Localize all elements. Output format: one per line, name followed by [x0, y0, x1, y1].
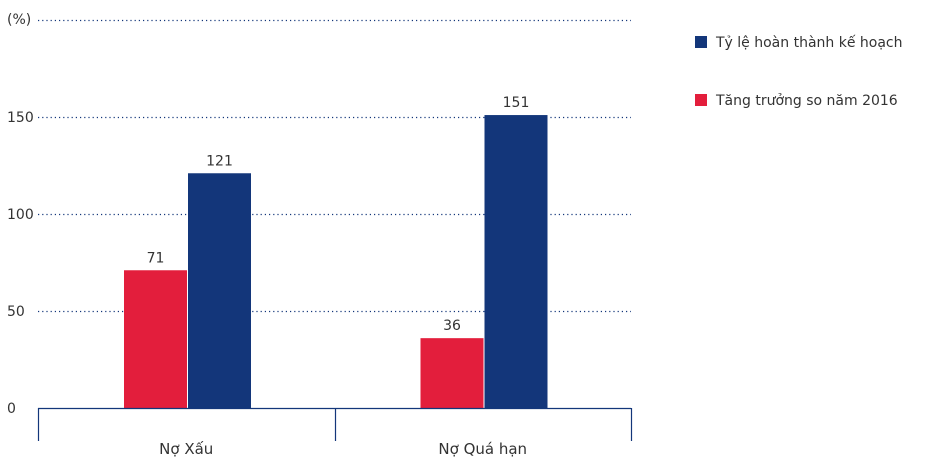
y-axis-ticks: 0 50 100 150	[7, 110, 34, 417]
y-tick-label: 100	[7, 207, 34, 223]
legend-item-growth-2016: Tăng trưởng so năm 2016	[695, 92, 898, 110]
bar	[420, 338, 484, 408]
bar	[484, 115, 548, 408]
legend-label-growth-2016: Tăng trưởng so năm 2016	[716, 93, 898, 109]
y-tick-label: 150	[7, 110, 34, 126]
x-axis-categories: Nợ Xấu Nợ Quá hạn	[159, 440, 527, 458]
data-label: 36	[443, 318, 461, 334]
data-label: 71	[147, 250, 165, 266]
x-category-label: Nợ Xấu	[159, 440, 213, 458]
data-label: 151	[503, 95, 530, 111]
legend-swatch-plan-completion	[695, 36, 707, 48]
legend-label-plan-completion: Tỷ lệ hoàn thành kế hoạch	[716, 35, 903, 51]
y-tick-label: 50	[7, 304, 25, 320]
legend-swatch-growth-2016	[695, 94, 707, 106]
x-category-label: Nợ Quá hạn	[438, 440, 527, 458]
y-axis-label: (%)	[7, 12, 31, 28]
bars	[124, 115, 548, 408]
y-tick-label: 0	[7, 401, 16, 417]
bar	[188, 173, 251, 408]
x-axis	[37, 407, 633, 441]
legend-item-plan-completion: Tỷ lệ hoàn thành kế hoạch	[695, 34, 902, 52]
data-label: 121	[206, 153, 233, 169]
data-labels: 71 36 121 151	[147, 95, 530, 334]
bar	[124, 270, 187, 408]
